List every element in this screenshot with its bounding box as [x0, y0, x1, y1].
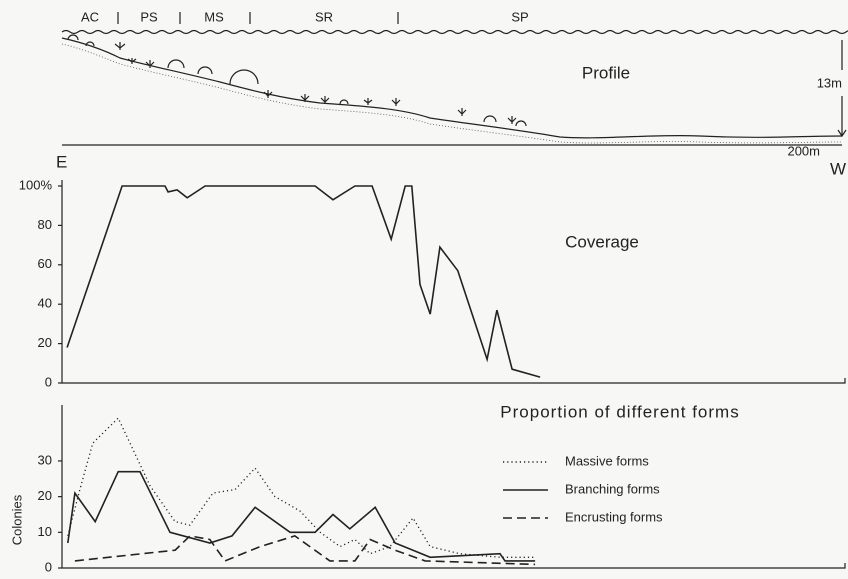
figure: AC PS MS SR SP Profile 13m 200m E W Cove… [0, 0, 848, 579]
zone-label: MS [204, 9, 224, 24]
data-line [75, 536, 535, 565]
y-tick-label: 10 [38, 524, 52, 539]
sea-surface [62, 31, 848, 34]
zone-dividers [118, 12, 398, 24]
legend-label: Branching forms [565, 481, 660, 496]
seabed [62, 38, 842, 138]
end-label: E [56, 152, 67, 171]
y-tick-label: 100% [19, 177, 53, 192]
panel-title: Proportion of different forms [500, 402, 739, 421]
panel-title: Coverage [565, 232, 639, 251]
zone-label: AC [81, 9, 99, 24]
legend-label: Encrusting forms [565, 509, 663, 524]
data-line [68, 418, 535, 557]
axis-line [62, 180, 845, 383]
axis-line [62, 405, 845, 568]
branching-symbols [115, 42, 516, 124]
y-tick-label: 80 [38, 217, 52, 232]
y-tick-label: 0 [45, 374, 52, 389]
y-axis-title: Colonies [9, 494, 24, 545]
zone-label: SP [511, 9, 528, 24]
depth-label: 13m [817, 75, 842, 90]
y-tick-label: 20 [38, 335, 52, 350]
y-tick-label: 60 [38, 256, 52, 271]
reef-forms [68, 35, 526, 126]
distance-label: 200m [787, 143, 820, 158]
y-tick-label: 0 [45, 559, 52, 574]
seabed-sediment [62, 44, 842, 143]
panel-title: Profile [582, 63, 630, 82]
y-tick-label: 40 [38, 296, 52, 311]
zone-label: PS [140, 9, 158, 24]
y-tick-label: 30 [38, 452, 52, 467]
zone-label: SR [315, 9, 333, 24]
data-line [68, 472, 535, 561]
data-line [67, 186, 540, 377]
y-tick-label: 20 [38, 488, 52, 503]
legend-label: Massive forms [565, 453, 649, 468]
end-label: W [830, 159, 846, 178]
